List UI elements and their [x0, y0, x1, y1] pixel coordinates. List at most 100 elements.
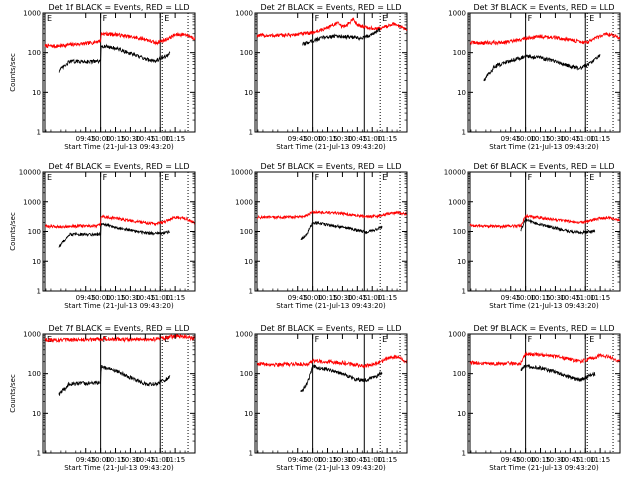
y-tick-label: 1000: [235, 198, 253, 206]
x-tick-label: 11:15: [377, 135, 397, 143]
x-tick-label: 10:00: [303, 135, 323, 143]
y-tick-label: 100: [28, 228, 41, 236]
event-marker-label: E: [589, 173, 594, 182]
panel-det-3: Det 3f BLACK = Events, RED = LLD F E 1 10 100…: [448, 3, 621, 151]
x-tick-label: 10:15: [530, 294, 550, 302]
series-events-black: [520, 218, 596, 235]
x-tick-label: 10:30: [120, 294, 140, 302]
x-axis-label: Start Time (21-Jul-13 09:43:20): [489, 464, 599, 472]
x-tick-label: 10:00: [91, 294, 111, 302]
y-tick-label: 1000: [235, 10, 253, 18]
series-events-black: [58, 222, 170, 248]
x-tick-label: 10:30: [120, 456, 140, 464]
x-tick-label: 10:00: [303, 456, 323, 464]
x-tick-label: 10:15: [317, 294, 337, 302]
panel-det-2: Det 2f BLACK = Events, RED = LLD F E 1 10 100…: [235, 3, 408, 151]
series-lld-red: [256, 17, 407, 39]
x-axis-label: Start Time (21-Jul-13 09:43:20): [64, 464, 174, 472]
x-tick-label: 09:45: [288, 294, 308, 302]
y-tick-label: 100: [240, 49, 253, 57]
x-tick-label: 11:15: [165, 456, 185, 464]
x-tick-label: 10:00: [516, 456, 536, 464]
x-tick-label: 11:15: [165, 294, 185, 302]
x-tick-label: 10:00: [91, 135, 111, 143]
plot-frame: [467, 12, 621, 133]
x-tick-label: 10:45: [135, 456, 155, 464]
series-lld-red: [469, 213, 620, 230]
x-axis-label: Start Time (21-Jul-13 09:43:20): [64, 143, 174, 151]
x-tick-label: 09:45: [501, 294, 521, 302]
event-marker-label: F: [528, 173, 533, 182]
panel-title: Det 2f BLACK = Events, RED = LLD: [260, 3, 401, 12]
series-lld-red: [469, 32, 620, 46]
plot-frame: [42, 333, 196, 454]
x-tick-label: 10:45: [135, 294, 155, 302]
panel-title: Det 5f BLACK = Events, RED = LLD: [260, 162, 401, 171]
y-tick-label: 10000: [231, 169, 253, 177]
y-tick-label: 10000: [19, 169, 41, 177]
x-tick-label: 11:00: [575, 135, 595, 143]
x-axis-label: Start Time (21-Jul-13 09:43:20): [489, 143, 599, 151]
x-axis-label: Start Time (21-Jul-13 09:43:20): [276, 464, 386, 472]
series-events-black: [483, 53, 601, 82]
x-tick-label: 10:45: [347, 294, 367, 302]
x-axis-label: Start Time (21-Jul-13 09:43:20): [276, 143, 386, 151]
y-axis-label: Counts/sec: [9, 53, 17, 92]
x-tick-label: 10:45: [347, 456, 367, 464]
y-tick-label: 100: [453, 228, 466, 236]
x-tick-label: 10:30: [332, 135, 352, 143]
x-tick-label: 10:30: [332, 294, 352, 302]
panel-det-5: Det 5f BLACK = Events, RED = LLD F E 1 10 100…: [231, 162, 408, 310]
series-events-black: [58, 43, 171, 73]
panel-title: Det 7f BLACK = Events, RED = LLD: [48, 324, 189, 333]
y-tick-label: 10: [244, 258, 253, 266]
y-tick-label: 10: [457, 410, 466, 418]
x-tick-label: 10:30: [120, 135, 140, 143]
x-tick-label: 10:00: [516, 135, 536, 143]
x-tick-label: 11:00: [150, 456, 170, 464]
event-marker-label: E: [382, 173, 387, 182]
x-tick-label: 10:45: [347, 135, 367, 143]
plot-frame: [467, 333, 621, 454]
y-tick-label: 100: [453, 49, 466, 57]
panel-det-6: Det 6f BLACK = Events, RED = LLD F E 1 10 100…: [444, 162, 621, 310]
x-tick-label: 09:45: [288, 135, 308, 143]
x-tick-label: 10:15: [105, 135, 125, 143]
panel-det-4: Det 4f BLACK = Events, RED = LLD E F E 1 10 10…: [9, 162, 196, 310]
x-tick-label: 10:00: [91, 456, 111, 464]
series-lld-red: [256, 209, 407, 220]
panel-title: Det 3f BLACK = Events, RED = LLD: [473, 3, 614, 12]
x-tick-label: 10:00: [516, 294, 536, 302]
x-tick-label: 11:15: [590, 135, 610, 143]
x-tick-label: 11:00: [150, 294, 170, 302]
x-tick-label: 11:00: [362, 456, 382, 464]
y-tick-label: 100: [28, 370, 41, 378]
series-lld-red: [44, 334, 195, 343]
event-marker-label: F: [315, 14, 320, 23]
x-tick-label: 11:15: [377, 456, 397, 464]
x-tick-label: 10:30: [545, 135, 565, 143]
x-tick-label: 10:15: [105, 294, 125, 302]
x-tick-label: 09:45: [76, 294, 96, 302]
x-tick-label: 10:30: [545, 456, 565, 464]
panel-title: Det 6f BLACK = Events, RED = LLD: [473, 162, 614, 171]
y-tick-label: 1000: [235, 331, 253, 339]
plot-frame: [467, 171, 621, 292]
y-tick-label: 1: [37, 288, 41, 296]
y-tick-label: 1000: [23, 331, 41, 339]
y-tick-label: 1: [249, 288, 253, 296]
y-tick-label: 1: [249, 450, 253, 458]
y-tick-label: 10: [244, 89, 253, 97]
y-tick-label: 1: [462, 129, 466, 137]
x-tick-label: 11:00: [575, 456, 595, 464]
x-tick-label: 09:45: [76, 135, 96, 143]
y-tick-label: 1: [462, 450, 466, 458]
x-axis-label: Start Time (21-Jul-13 09:43:20): [276, 302, 386, 310]
x-axis-label: Start Time (21-Jul-13 09:43:20): [64, 302, 174, 310]
series-events-black: [302, 28, 381, 46]
y-tick-label: 1000: [23, 198, 41, 206]
x-tick-label: 11:15: [590, 456, 610, 464]
y-tick-label: 10: [457, 258, 466, 266]
